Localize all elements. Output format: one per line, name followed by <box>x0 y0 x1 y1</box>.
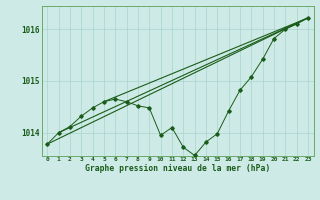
X-axis label: Graphe pression niveau de la mer (hPa): Graphe pression niveau de la mer (hPa) <box>85 164 270 173</box>
